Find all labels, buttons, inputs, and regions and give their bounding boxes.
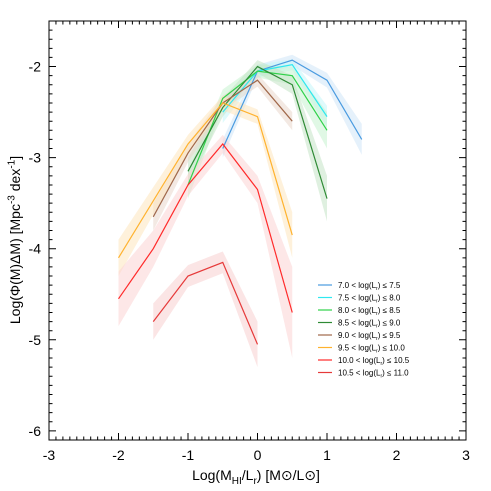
legend-label-7: 10.0 < log(Lr) ≤ 10.5 xyxy=(338,356,410,367)
series-band-8 xyxy=(153,251,258,368)
y-tick-label: -5 xyxy=(29,332,42,348)
axis-ticks xyxy=(48,20,467,441)
x-tick-label: -2 xyxy=(112,447,125,463)
series-lines xyxy=(117,59,363,345)
legend: 7.0 < log(Lr) ≤ 7.57.5 < log(Lr) ≤ 8.08.… xyxy=(318,281,410,380)
x-tick-label: -1 xyxy=(182,447,195,463)
series-line-1 xyxy=(222,59,363,149)
tick-labels: -3 -2 -1 0 1 2 3 -6 -5 -4 -3 -2 xyxy=(29,59,471,463)
series-line-4 xyxy=(187,65,328,199)
legend-label-2: 7.5 < log(Lr) ≤ 8.0 xyxy=(338,294,401,305)
x-axis-label: Log(MHI/Lr) [M⊙/L⊙] xyxy=(192,467,320,487)
y-tick-label: -6 xyxy=(29,423,42,439)
legend-label-3: 8.0 < log(Lr) ≤ 8.5 xyxy=(338,306,401,317)
x-tick-label: 1 xyxy=(323,447,331,463)
x-tick-label: 2 xyxy=(393,447,401,463)
series-line-6 xyxy=(117,102,293,259)
legend-label-1: 7.0 < log(Lr) ≤ 7.5 xyxy=(338,281,401,292)
legend-label-8: 10.5 < log(Lr) ≤ 11.0 xyxy=(338,369,409,380)
y-tick-label: -2 xyxy=(29,59,42,75)
legend-label-6: 9.5 < log(Lr) ≤ 10.0 xyxy=(338,344,405,355)
tick-marks xyxy=(48,20,467,441)
y-tick-label: -3 xyxy=(29,150,42,166)
x-tick-label: -3 xyxy=(43,447,56,463)
series-line-3 xyxy=(187,70,328,186)
series-line-7 xyxy=(118,143,293,313)
series-band-7 xyxy=(118,134,293,359)
x-tick-label: 3 xyxy=(462,447,470,463)
legend-label-5: 9.0 < log(Lr) ≤ 9.5 xyxy=(338,331,401,342)
x-tick-label: 0 xyxy=(254,447,262,463)
series-line-8 xyxy=(152,261,259,345)
y-tick-label: -4 xyxy=(29,241,42,257)
legend-label-4: 8.5 < log(Lr) ≤ 9.0 xyxy=(338,319,401,330)
y-axis-label: Log(Φ(M)ΔM) [Mpc-3 dex-1] xyxy=(7,156,23,324)
